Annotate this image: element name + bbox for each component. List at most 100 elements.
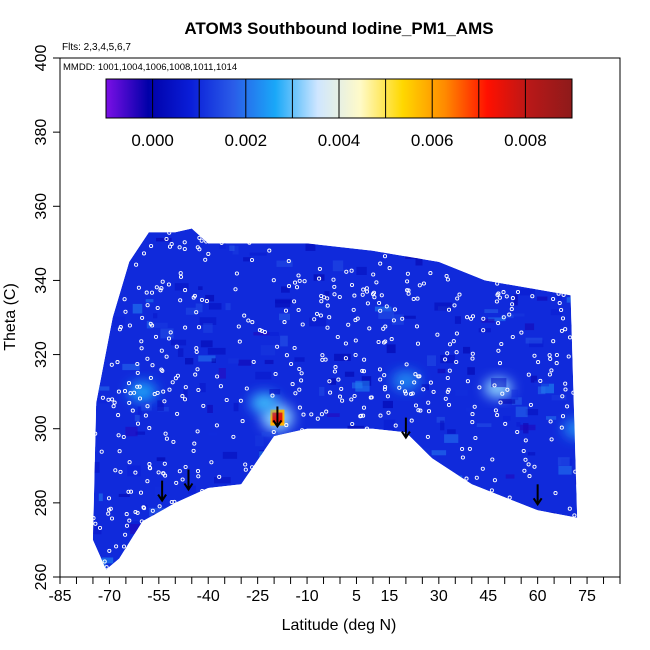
texture-cell	[134, 414, 140, 422]
observation-point	[92, 418, 94, 423]
observation-point	[470, 314, 476, 319]
observation-point	[416, 374, 421, 379]
texture-cell	[422, 476, 439, 484]
observation-point	[92, 312, 94, 317]
hotspot	[391, 370, 420, 391]
texture-cell	[187, 485, 197, 494]
observation-point	[159, 286, 164, 291]
texture-cell	[272, 518, 280, 524]
observation-point	[443, 228, 448, 231]
observation-point	[277, 471, 282, 476]
observation-point	[135, 384, 140, 389]
observation-point	[297, 278, 302, 283]
texture-cell	[383, 560, 390, 566]
observation-point	[283, 308, 289, 313]
texture-cell	[280, 335, 288, 347]
texture-cell	[98, 493, 103, 502]
observation-point	[561, 553, 566, 558]
observation-point	[203, 257, 208, 262]
texture-cell	[328, 378, 336, 385]
observation-point	[332, 292, 337, 297]
observation-point	[180, 477, 185, 482]
observation-point	[383, 324, 388, 329]
observation-point	[360, 292, 365, 297]
texture-cell	[97, 400, 110, 404]
observation-point	[448, 517, 453, 522]
observation-point	[325, 303, 330, 308]
observation-point	[93, 231, 98, 236]
texture-cell	[185, 358, 194, 365]
observation-point	[221, 553, 226, 558]
observation-point	[257, 328, 262, 333]
texture-cell	[501, 314, 514, 319]
observation-point	[296, 307, 301, 313]
observation-point	[358, 414, 363, 419]
observation-point	[231, 434, 236, 439]
observation-point	[215, 374, 220, 379]
observation-point	[295, 460, 300, 465]
observation-point	[495, 524, 500, 530]
observation-point	[435, 332, 440, 337]
observation-point	[549, 368, 554, 373]
observation-point	[230, 520, 235, 525]
texture-cell	[401, 505, 409, 516]
texture-cell	[157, 400, 164, 411]
observation-point	[452, 303, 457, 308]
observation-point	[174, 480, 179, 485]
observation-point	[527, 474, 532, 479]
texture-cell	[118, 493, 130, 497]
observation-point	[532, 353, 537, 358]
observation-point	[447, 342, 453, 347]
observation-point	[106, 261, 111, 266]
observation-point	[284, 353, 289, 358]
observation-point	[481, 328, 486, 333]
texture-cell	[360, 561, 370, 567]
observation-point	[415, 296, 420, 301]
observation-point	[554, 352, 559, 358]
texture-cell	[218, 368, 226, 379]
observation-point	[129, 241, 134, 247]
observation-point	[134, 228, 139, 232]
observation-point	[109, 298, 114, 303]
texture-cell	[324, 291, 330, 301]
observation-point	[417, 503, 422, 508]
observation-point	[127, 460, 132, 465]
observation-point	[309, 412, 314, 417]
observation-point	[275, 344, 280, 349]
observation-point	[168, 330, 173, 335]
texture-cell	[508, 266, 524, 272]
observation-point	[197, 247, 202, 252]
texture-cell	[345, 237, 351, 243]
texture-cell	[356, 266, 367, 275]
observation-point	[150, 508, 155, 513]
observation-point	[549, 437, 554, 442]
heatmap-field	[92, 228, 578, 570]
observation-point	[218, 384, 223, 389]
observation-point	[510, 296, 515, 301]
texture-cell	[124, 549, 143, 554]
observation-point	[317, 276, 322, 281]
observation-point	[564, 518, 569, 523]
observation-point	[319, 299, 324, 304]
observation-point	[93, 521, 98, 526]
texture-cell	[214, 477, 231, 484]
texture-cell	[498, 398, 516, 404]
observation-point	[196, 325, 202, 330]
texture-cell	[132, 303, 143, 314]
observation-point	[343, 238, 348, 243]
observation-point	[353, 338, 358, 343]
observation-point	[108, 293, 113, 299]
observation-point	[96, 293, 101, 298]
texture-cell	[260, 345, 276, 356]
colorbar-tick-label: 0.000	[131, 131, 174, 150]
observation-point	[106, 397, 111, 402]
colorbar-tick-label: 0.006	[411, 131, 454, 150]
observation-point	[360, 368, 365, 373]
texture-cell	[554, 518, 562, 522]
texture-cell	[249, 252, 267, 256]
texture-cell	[491, 378, 507, 388]
texture-cell	[130, 524, 145, 534]
texture-cell	[174, 283, 189, 291]
observation-point	[123, 553, 129, 558]
observation-point	[445, 389, 450, 394]
